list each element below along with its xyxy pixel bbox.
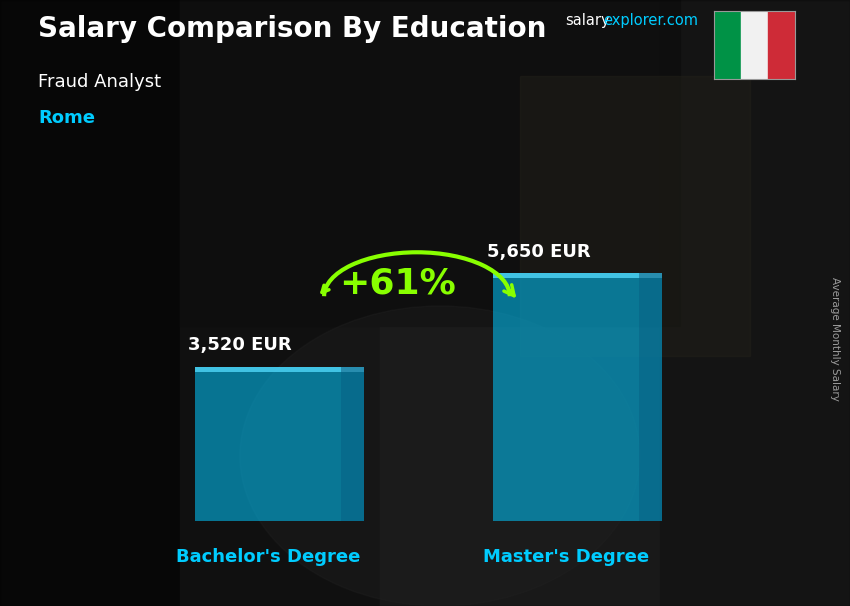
Bar <box>180 0 380 606</box>
Bar <box>639 273 662 521</box>
Text: Average Monthly Salary: Average Monthly Salary <box>830 278 840 401</box>
Bar <box>493 273 639 521</box>
Bar <box>380 0 660 606</box>
Text: explorer.com: explorer.com <box>604 13 699 28</box>
Bar <box>639 273 662 278</box>
Bar <box>493 273 639 278</box>
Text: Bachelor's Degree: Bachelor's Degree <box>176 548 360 565</box>
Text: 3,520 EUR: 3,520 EUR <box>188 336 292 354</box>
Text: salary: salary <box>565 13 609 28</box>
Bar <box>741 11 768 79</box>
Text: Master's Degree: Master's Degree <box>483 548 649 565</box>
Bar <box>714 11 741 79</box>
Bar <box>195 367 341 371</box>
Text: Rome: Rome <box>38 109 95 127</box>
Text: 5,650 EUR: 5,650 EUR <box>486 242 590 261</box>
Bar <box>660 0 850 606</box>
Bar <box>520 76 750 356</box>
Bar <box>341 367 364 371</box>
Bar <box>0 0 180 606</box>
Bar <box>768 11 795 79</box>
Ellipse shape <box>240 306 640 606</box>
Bar <box>341 367 364 521</box>
Bar <box>195 367 341 521</box>
Text: Fraud Analyst: Fraud Analyst <box>38 73 162 91</box>
Text: +61%: +61% <box>338 266 456 300</box>
Text: Salary Comparison By Education: Salary Comparison By Education <box>38 15 547 43</box>
Bar <box>180 0 680 326</box>
